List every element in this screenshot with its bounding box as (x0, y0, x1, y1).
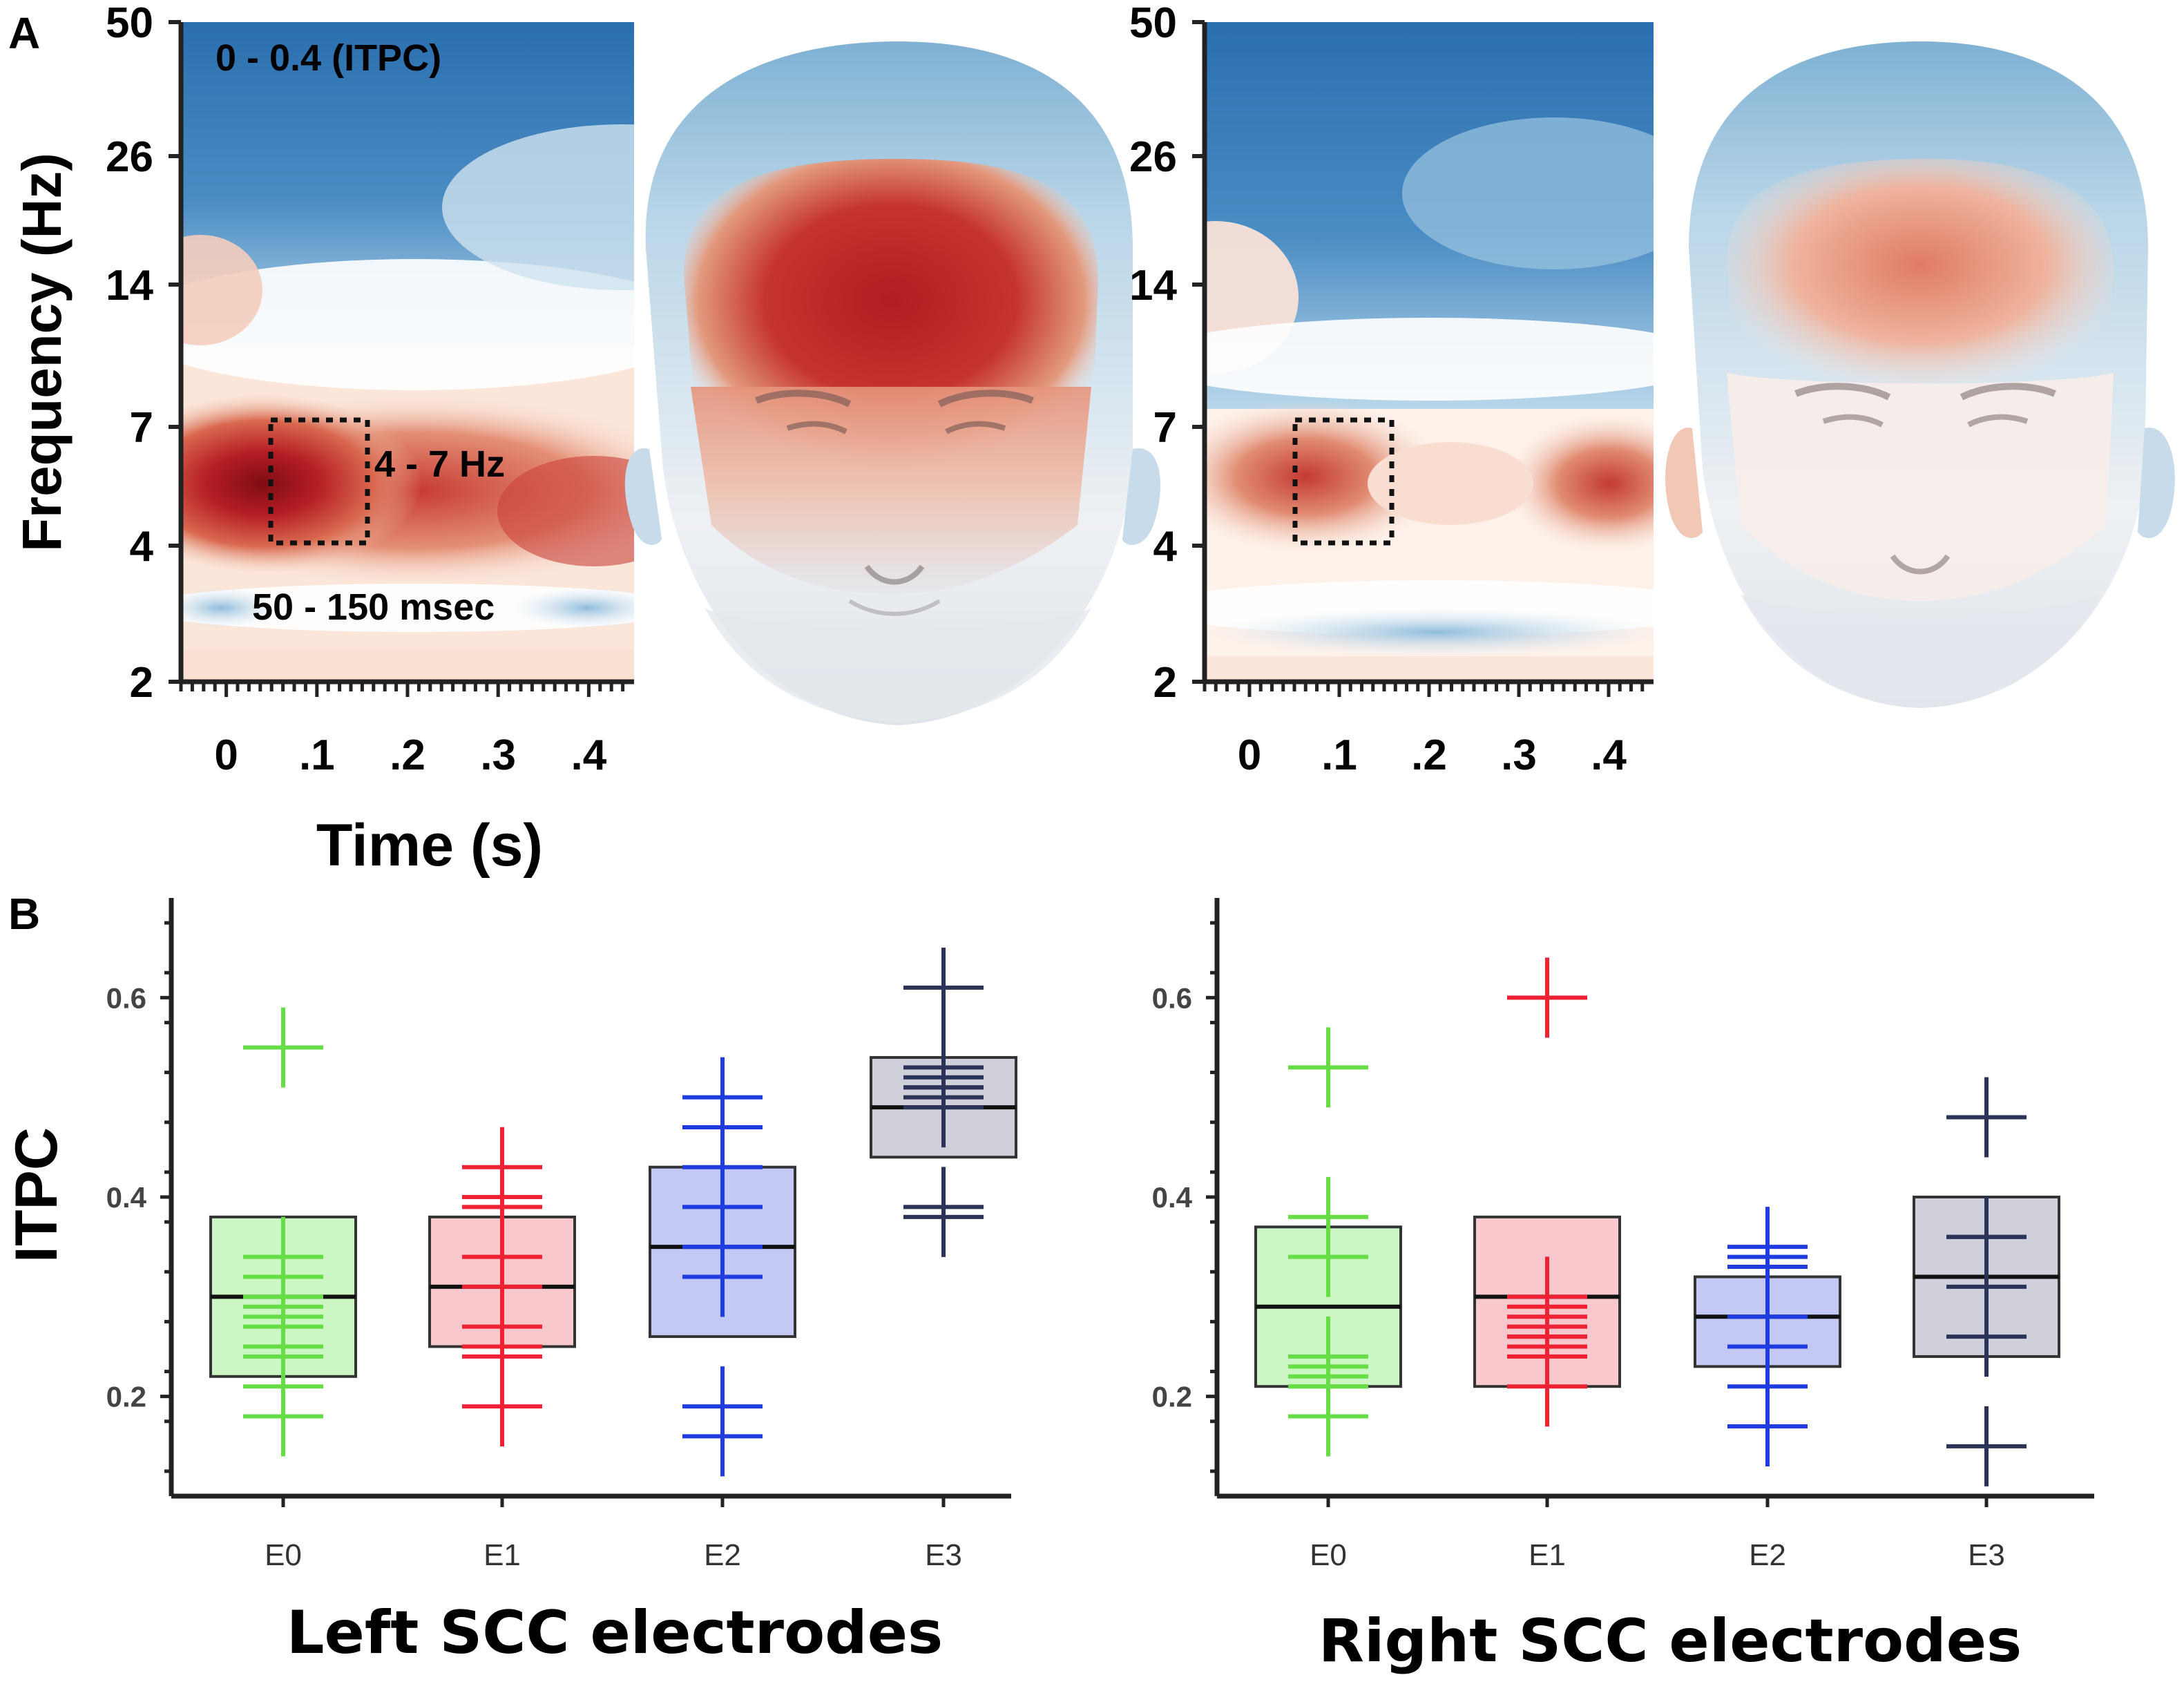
right-heatmap (1205, 22, 1654, 682)
y-tick-label: 26 (106, 133, 153, 181)
x-tick-label: 0 (214, 731, 238, 779)
y-tick-label: 7 (130, 404, 153, 452)
y-tick-label: 14 (1129, 262, 1177, 309)
right-boxplot: 0.2 0.4 0.6 E0 E1 E2 E3 (1152, 898, 2094, 1572)
left-scalp-map (624, 41, 1160, 725)
roi-time-label: 50 - 150 msec (252, 586, 495, 628)
right-roi-box (1292, 417, 1395, 546)
data-point-marker (903, 947, 984, 1028)
data-point-marker (903, 1067, 984, 1148)
box-y-tick-label: 0.6 (1152, 982, 1192, 1014)
x-tick-label: .4 (571, 731, 607, 779)
data-point-marker (682, 1236, 763, 1317)
y-tick-label: 26 (1129, 133, 1177, 181)
left-boxplot-xlabel: Left SCC electrodes (287, 1598, 943, 1667)
y-tick-label: 2 (130, 659, 153, 707)
y-tick-label: 7 (1153, 404, 1177, 452)
data-point-marker (682, 1396, 763, 1477)
x-tick-label: .2 (1411, 731, 1447, 779)
x-tick-label: .3 (480, 731, 516, 779)
left-heatmap-ylabel: Frequency (Hz) (11, 153, 73, 552)
box-category-label: E2 (704, 1538, 741, 1572)
left-heatmap-xlabel: Time (s) (316, 812, 543, 879)
box-category-label: E2 (1749, 1538, 1786, 1572)
box-y-tick-label: 0.2 (106, 1381, 146, 1413)
box-y-tick-label: 0.4 (106, 1181, 147, 1214)
data-point-marker (1507, 957, 1587, 1038)
right-scalp-map (1665, 41, 2175, 708)
data-point-marker (1946, 1077, 2027, 1158)
left-heatmap-axes: 50 26 14 7 4 2 0 .1 .2 .3 .4 (106, 0, 634, 779)
roi-frequency-label: 4 - 7 Hz (374, 443, 505, 485)
left-boxplot: 0.2 0.4 0.6 E0 E1 E2 E3 (106, 898, 1017, 1572)
data-point-marker (1507, 1346, 1587, 1427)
panel-label-b: B (8, 889, 40, 939)
data-point-marker (903, 1176, 984, 1257)
box-category-label: E0 (265, 1538, 302, 1572)
right-heatmap-axes: 50 26 14 7 4 2 0 .1 .2 .3 .4 (1129, 0, 1654, 779)
y-tick-label: 4 (130, 523, 154, 571)
x-tick-label: .2 (390, 731, 425, 779)
y-tick-label: 50 (106, 0, 153, 47)
data-point-marker (1288, 1027, 1368, 1108)
y-tick-label: 50 (1129, 0, 1177, 47)
data-point-marker (462, 1366, 542, 1447)
left-heatmap-title: 0 - 0.4 (ITPC) (215, 37, 441, 79)
data-point-marker (1946, 1297, 2027, 1377)
box-category-label: E1 (1529, 1538, 1566, 1572)
x-tick-label: .1 (299, 731, 335, 779)
x-tick-label: .1 (1321, 731, 1357, 779)
x-tick-label: .4 (1591, 731, 1627, 779)
box-category-label: E3 (925, 1538, 962, 1572)
y-tick-label: 2 (1153, 659, 1177, 707)
data-point-marker (1288, 1376, 1368, 1457)
panel-label-a: A (8, 8, 40, 58)
data-point-marker (1946, 1406, 2027, 1486)
x-tick-label: 0 (1238, 731, 1261, 779)
data-point-marker (243, 1007, 323, 1088)
y-tick-label: 4 (1153, 523, 1178, 571)
x-tick-label: .3 (1501, 731, 1537, 779)
data-point-marker (1727, 1386, 1808, 1466)
box-y-tick-label: 0.6 (106, 982, 146, 1014)
data-point-marker (1288, 1216, 1368, 1297)
right-boxplot-xlabel: Right SCC electrodes (1319, 1607, 2022, 1676)
box-y-tick-label: 0.2 (1152, 1381, 1192, 1413)
left-heatmap (181, 22, 634, 682)
left-roi-box (268, 417, 370, 546)
box-category-label: E1 (483, 1538, 521, 1572)
boxplot-ylabel: ITPC (3, 1127, 70, 1263)
box-category-label: E0 (1310, 1538, 1347, 1572)
box-y-tick-label: 0.4 (1152, 1181, 1193, 1214)
box-category-label: E3 (1968, 1538, 2005, 1572)
data-point-marker (243, 1376, 323, 1457)
y-tick-label: 14 (106, 262, 153, 309)
